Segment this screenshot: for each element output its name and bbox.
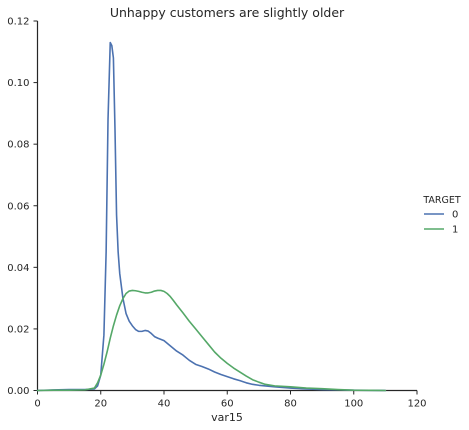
x-ticks: 0 20 40 60 80 100 120: [34, 390, 427, 410]
legend-entries: 01: [424, 210, 458, 236]
x-tick-label: 100: [344, 399, 363, 410]
x-tick-label: 80: [284, 399, 297, 410]
y-tick-label: 0.12: [7, 17, 29, 28]
y-tick-label: 0.10: [7, 78, 29, 89]
legend-label-1: 1: [452, 225, 458, 236]
legend-label-0: 0: [452, 210, 458, 221]
y-tick-label: 0.00: [7, 386, 29, 397]
x-tick-label: 120: [407, 399, 426, 410]
y-tick-label: 0.02: [7, 324, 29, 335]
legend: TARGET 01: [422, 195, 461, 236]
series-line-1: [36, 289, 387, 392]
series-line-0: [36, 41, 387, 392]
chart-title: Unhappy customers are slightly older: [110, 5, 345, 20]
x-tick-label: 40: [158, 399, 171, 410]
y-ticks: 0.00 0.02 0.04 0.06 0.08 0.10 0.12: [7, 17, 38, 397]
y-tick-label: 0.06: [7, 201, 29, 212]
y-tick-label: 0.04: [7, 263, 29, 274]
legend-title: TARGET: [422, 195, 461, 206]
x-axis-title: var15: [211, 411, 243, 424]
y-tick-label: 0.08: [7, 140, 29, 151]
series-lines: [36, 41, 387, 392]
x-tick-label: 0: [34, 399, 40, 410]
x-tick-label: 20: [94, 399, 107, 410]
axes: [36, 21, 417, 392]
x-tick-label: 60: [221, 399, 234, 410]
